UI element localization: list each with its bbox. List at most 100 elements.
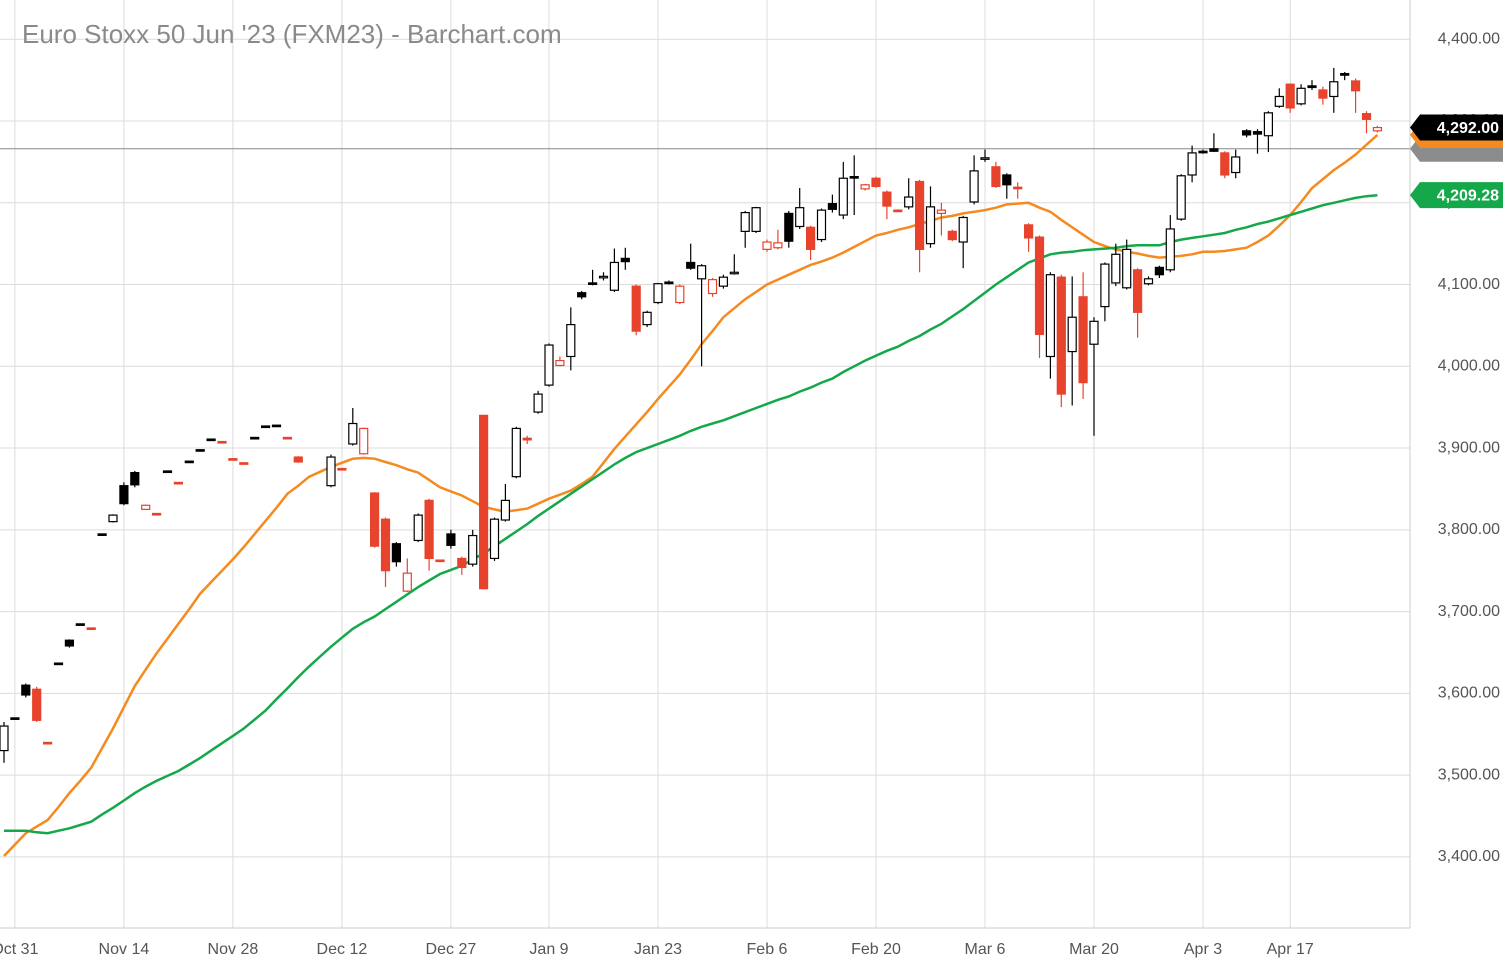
x-tick-label: Apr 17 <box>1267 941 1314 958</box>
candle-body <box>631 285 641 332</box>
candle-body <box>729 271 739 275</box>
candle-body <box>206 438 216 442</box>
candle-body <box>141 504 151 510</box>
candle-body <box>871 177 881 188</box>
candle-body <box>882 191 892 207</box>
candle-body <box>108 514 118 523</box>
candle-body <box>577 292 587 298</box>
candle-body <box>980 157 990 160</box>
candle-body <box>784 212 794 242</box>
candle-body <box>675 285 685 304</box>
x-tick-label: Jan 9 <box>529 941 568 958</box>
y-tick-label: 4,100.00 <box>1438 276 1500 293</box>
candle-body <box>228 458 238 461</box>
candle-body <box>1241 130 1252 136</box>
candle-body <box>762 241 772 250</box>
x-tick-label: Dec 27 <box>426 941 477 958</box>
candle-body <box>42 741 53 745</box>
y-tick-label: 4,400.00 <box>1438 30 1500 47</box>
candle-body <box>1089 320 1099 345</box>
candle-body <box>1154 266 1165 276</box>
candle-body <box>642 311 652 326</box>
candle-body <box>239 462 249 465</box>
price-tag-label: 4,292.00 <box>1437 120 1499 137</box>
candle-body <box>1143 278 1154 285</box>
candle-body <box>337 467 347 471</box>
candle-body <box>1023 224 1034 239</box>
candle-body <box>1318 89 1328 99</box>
grid <box>0 0 1410 928</box>
candle-body <box>773 242 783 249</box>
candle-body <box>566 323 576 358</box>
y-tick-label: 3,700.00 <box>1438 603 1500 620</box>
candle-body <box>598 275 609 279</box>
candle-body <box>391 543 401 563</box>
candle-body <box>424 499 434 560</box>
candle-body <box>152 512 162 516</box>
candle-body <box>1078 296 1088 384</box>
candle-body <box>1002 174 1012 186</box>
candle-body <box>1056 276 1066 395</box>
candle-body <box>893 209 903 213</box>
candle-body <box>686 261 696 269</box>
candle-body <box>925 206 936 245</box>
candle-body <box>1231 156 1241 174</box>
x-tick-label: Jan 23 <box>634 941 682 958</box>
candle-body <box>195 449 205 452</box>
candle-body <box>1198 150 1208 154</box>
x-tick-label: Mar 6 <box>965 941 1006 958</box>
candle-body <box>904 196 914 208</box>
candle-body <box>544 344 554 386</box>
candle-body <box>446 533 456 546</box>
candle-body <box>1340 72 1350 76</box>
candle-body <box>1187 152 1197 176</box>
candle-body <box>860 184 870 190</box>
candle-body <box>97 533 107 537</box>
candle-body <box>86 627 96 631</box>
candle-body <box>1122 248 1132 289</box>
candle-body <box>1329 81 1339 98</box>
candle-body <box>969 170 979 203</box>
candle-body <box>751 207 761 232</box>
candle-body <box>1111 253 1121 284</box>
candle-body <box>282 436 292 440</box>
candle-body <box>1209 148 1219 152</box>
candle-body <box>1165 228 1175 271</box>
candle-body <box>620 257 630 263</box>
candle-body <box>173 481 183 485</box>
candle-body <box>718 276 729 287</box>
candle-body <box>1034 236 1045 336</box>
y-tick-label: 3,600.00 <box>1438 685 1500 702</box>
candle-body <box>64 639 75 647</box>
candle-body <box>653 283 663 304</box>
y-tick-label: 3,500.00 <box>1438 766 1500 783</box>
candle-body <box>500 499 510 521</box>
candle-body <box>435 559 445 563</box>
candle-body <box>1220 152 1230 176</box>
candle-body <box>1013 186 1023 190</box>
candle-body <box>1361 113 1372 120</box>
candle-body <box>370 492 380 547</box>
candle-body <box>936 209 947 214</box>
candle-body <box>587 282 598 285</box>
candle-body <box>489 518 500 560</box>
candle-body <box>849 176 859 179</box>
candle-body <box>348 422 358 445</box>
candle-body <box>991 166 1001 188</box>
x-tick-label: Apr 3 <box>1184 941 1222 958</box>
candle-body <box>380 518 391 572</box>
candle-body <box>217 440 227 444</box>
y-tick-label: 3,800.00 <box>1438 521 1500 538</box>
candle-body <box>522 437 532 441</box>
moving-average-line <box>3 133 1379 857</box>
price-tag <box>1410 182 1503 209</box>
candle-body <box>914 180 925 250</box>
candle-body <box>805 226 816 250</box>
candle-body <box>21 684 31 696</box>
candle-body <box>1372 126 1383 132</box>
candle-body <box>1285 83 1295 109</box>
y-tick-label: 3,400.00 <box>1438 848 1500 865</box>
candle-body <box>119 485 129 505</box>
y-tick-label: 4,000.00 <box>1438 358 1500 375</box>
